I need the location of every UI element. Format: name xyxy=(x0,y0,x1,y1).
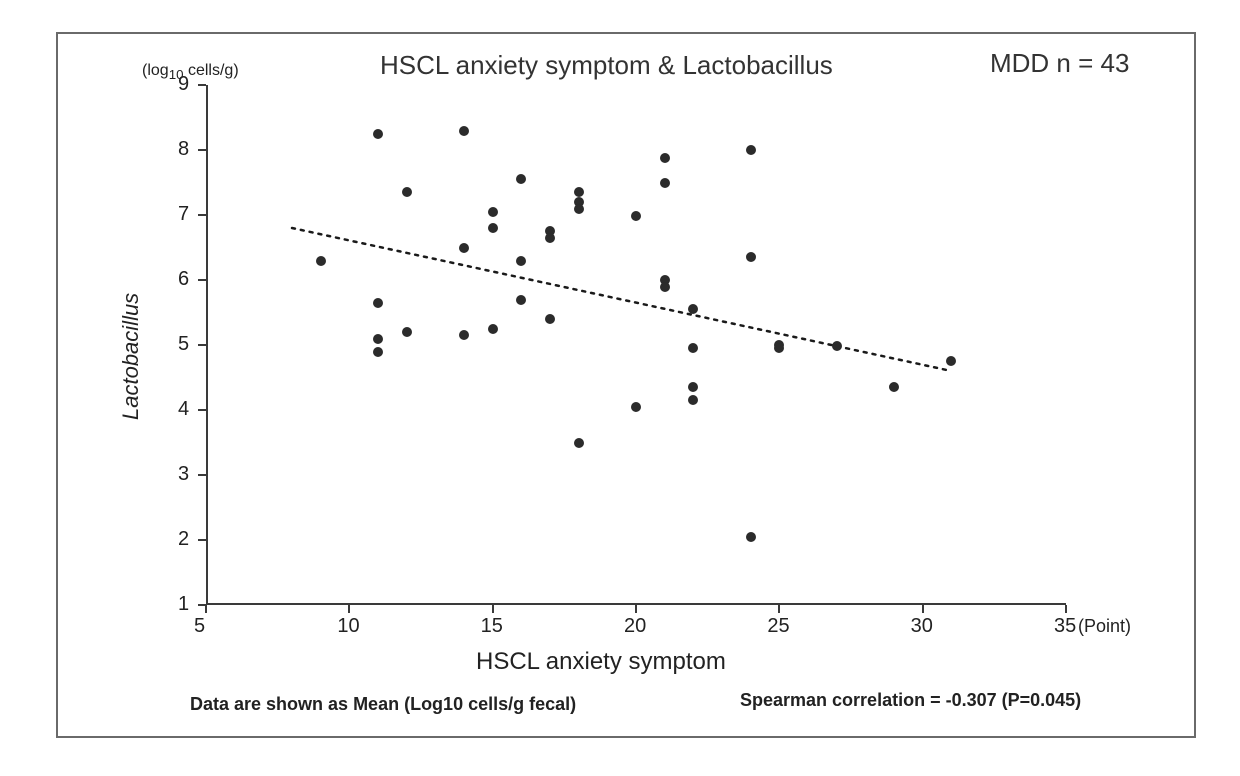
scatter-point xyxy=(746,532,756,542)
scatter-point xyxy=(631,211,641,221)
scatter-point xyxy=(459,243,469,253)
scatter-point xyxy=(688,382,698,392)
x-tick xyxy=(778,605,780,613)
x-tick xyxy=(348,605,350,613)
scatter-point xyxy=(488,324,498,334)
y-unit-suffix: cells/g) xyxy=(184,62,239,79)
scatter-point xyxy=(774,343,784,353)
x-axis-unit: (Point) xyxy=(1078,616,1131,637)
y-tick xyxy=(198,474,206,476)
y-tick xyxy=(198,149,206,151)
x-tick xyxy=(922,605,924,613)
y-tick xyxy=(198,344,206,346)
trendline xyxy=(292,228,951,371)
scatter-point xyxy=(574,438,584,448)
y-tick xyxy=(198,214,206,216)
y-tick-label: 1 xyxy=(178,593,189,616)
chart-title: HSCL anxiety symptom & Lactobacillus xyxy=(380,50,833,81)
sample-size-label: MDD n = 43 xyxy=(990,48,1129,79)
scatter-point xyxy=(516,174,526,184)
scatter-point xyxy=(373,129,383,139)
footnote-correlation: Spearman correlation = -0.307 (P=0.045) xyxy=(740,690,1081,711)
x-tick-label: 25 xyxy=(767,615,789,638)
scatter-point xyxy=(402,187,412,197)
y-tick xyxy=(198,279,206,281)
scatter-point xyxy=(660,153,670,163)
scatter-point xyxy=(516,256,526,266)
x-tick-label: 35 xyxy=(1054,615,1076,638)
scatter-point xyxy=(373,347,383,357)
x-tick xyxy=(635,605,637,613)
y-axis-label: Lactobacillus xyxy=(118,293,144,420)
x-axis-label: HSCL anxiety symptom xyxy=(476,648,726,676)
scatter-point xyxy=(746,145,756,155)
scatter-point xyxy=(688,343,698,353)
scatter-point xyxy=(574,187,584,197)
y-tick-label: 8 xyxy=(178,138,189,161)
x-tick-label: 30 xyxy=(911,615,933,638)
scatter-point xyxy=(889,382,899,392)
y-tick-label: 7 xyxy=(178,203,189,226)
scatter-plot-area: 5101520253035123456789 xyxy=(206,85,1066,605)
x-tick-label: 20 xyxy=(624,615,646,638)
scatter-point xyxy=(373,298,383,308)
scatter-point xyxy=(545,233,555,243)
scatter-point xyxy=(373,334,383,344)
y-tick-label: 4 xyxy=(178,398,189,421)
scatter-point xyxy=(574,204,584,214)
scatter-point xyxy=(402,327,412,337)
scatter-point xyxy=(688,395,698,405)
trendline-layer xyxy=(206,85,1066,605)
y-tick-label: 5 xyxy=(178,333,189,356)
y-tick xyxy=(198,539,206,541)
scatter-point xyxy=(832,341,842,351)
y-tick xyxy=(198,604,206,606)
scatter-point xyxy=(488,223,498,233)
scatter-point xyxy=(488,207,498,217)
x-tick-label: 10 xyxy=(337,615,359,638)
scatter-point xyxy=(660,282,670,292)
y-tick-label: 9 xyxy=(178,73,189,96)
scatter-point xyxy=(459,126,469,136)
x-tick xyxy=(205,605,207,613)
x-tick xyxy=(492,605,494,613)
scatter-point xyxy=(459,330,469,340)
y-tick-label: 3 xyxy=(178,463,189,486)
scatter-point xyxy=(316,256,326,266)
y-axis-unit: (log10 cells/g) xyxy=(142,62,239,82)
y-tick xyxy=(198,84,206,86)
scatter-point xyxy=(746,252,756,262)
scatter-point xyxy=(516,295,526,305)
scatter-point xyxy=(688,304,698,314)
y-unit-prefix: (log xyxy=(142,62,169,79)
scatter-point xyxy=(545,314,555,324)
footnote-data-shown: Data are shown as Mean (Log10 cells/g fe… xyxy=(190,694,576,715)
x-tick xyxy=(1065,605,1067,613)
scatter-point xyxy=(946,356,956,366)
y-tick-label: 2 xyxy=(178,528,189,551)
y-tick-label: 6 xyxy=(178,268,189,291)
scatter-point xyxy=(631,402,641,412)
scatter-point xyxy=(660,178,670,188)
y-tick xyxy=(198,409,206,411)
x-tick-label: 5 xyxy=(194,615,205,638)
x-tick-label: 15 xyxy=(481,615,503,638)
